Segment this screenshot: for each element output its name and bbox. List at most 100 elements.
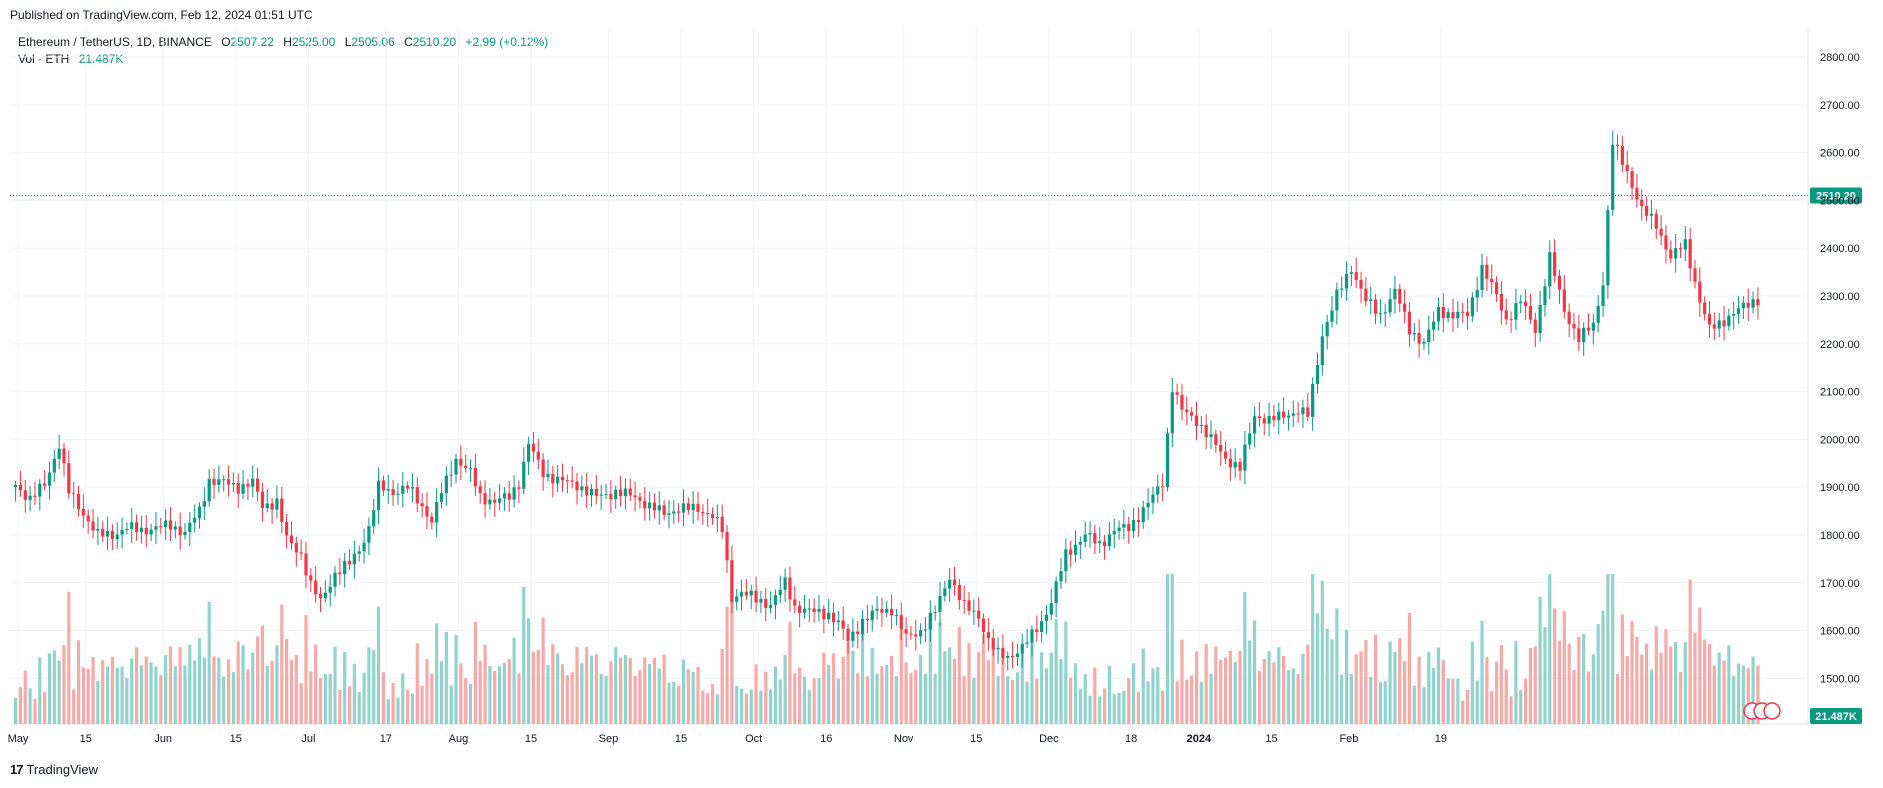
candle-body — [304, 553, 308, 576]
candle-body — [338, 572, 342, 575]
volume-bar — [241, 645, 245, 724]
candle-body — [1688, 239, 1692, 269]
candle-body — [657, 505, 661, 511]
candle-body — [1325, 321, 1329, 337]
volume-bar — [1282, 655, 1286, 724]
candle-body — [1311, 383, 1315, 417]
volume-bar — [1756, 665, 1760, 724]
volume-bar — [1098, 696, 1102, 724]
volume-bar — [72, 689, 76, 724]
candle-body — [768, 604, 773, 608]
volume-bar — [1494, 661, 1499, 724]
time-tick-label: 15 — [675, 733, 687, 745]
candle-body — [527, 444, 531, 462]
candle-body — [1591, 322, 1595, 331]
candle-body — [1088, 533, 1092, 535]
time-tick-label: Nov — [894, 733, 914, 745]
volume-label[interactable]: Vol · ETH — [18, 52, 70, 66]
candle-body — [57, 448, 61, 459]
candle-body — [1649, 213, 1654, 216]
volume-bar — [1635, 637, 1639, 724]
volume-bar — [1504, 669, 1508, 724]
volume-bar — [933, 673, 937, 724]
volume-bar — [1649, 669, 1654, 724]
volume-bar — [720, 648, 724, 724]
volume-bar — [677, 685, 681, 724]
volume-bar — [130, 658, 134, 724]
candle-body — [362, 542, 366, 552]
candle-body — [43, 483, 47, 486]
candle-body — [691, 503, 695, 511]
volume-bar — [309, 671, 313, 724]
volume-bar — [105, 666, 110, 724]
volume-bar — [1427, 652, 1431, 724]
candle-body — [1485, 264, 1489, 279]
candle-body — [1073, 544, 1078, 555]
candle-body — [822, 608, 826, 620]
volume-bar — [1398, 638, 1402, 724]
candle-body — [1257, 416, 1262, 419]
time-tick-label: Dec — [1039, 733, 1059, 745]
candle-body — [1427, 329, 1431, 343]
candle-body — [1049, 603, 1053, 615]
candle-body — [1015, 653, 1020, 657]
candle-body — [1315, 365, 1320, 384]
volume-bar — [1490, 690, 1494, 724]
volume-bar — [943, 651, 947, 724]
volume-bar — [807, 690, 811, 724]
close-value: 2510.20 — [412, 35, 457, 49]
candle-body — [1165, 433, 1170, 488]
candle-body — [47, 472, 52, 486]
volume-bar — [1577, 636, 1581, 724]
volume-bar — [299, 683, 303, 724]
volume-bar — [1741, 665, 1745, 724]
candle-body — [33, 495, 37, 497]
candle-body — [1674, 248, 1678, 259]
volume-bar — [618, 657, 623, 724]
volume-bar — [1373, 634, 1378, 724]
volume-bar — [1340, 674, 1344, 724]
volume-bar — [923, 673, 928, 724]
candle-body — [1233, 462, 1237, 468]
volume-bar — [406, 689, 410, 724]
candle-body — [1369, 299, 1373, 302]
candle-body — [1180, 394, 1184, 410]
candle-body — [415, 487, 419, 504]
volume-bar — [1403, 661, 1407, 724]
volume-bar — [948, 647, 952, 724]
candle-body — [144, 527, 148, 535]
candle-body — [1722, 320, 1726, 327]
candle-body — [1654, 213, 1658, 229]
candle-body — [1732, 313, 1736, 316]
candle-body — [439, 493, 444, 502]
tradingview-logo[interactable]: 17 TradingView — [10, 762, 98, 777]
price-tick-label: 2200.00 — [1820, 339, 1860, 351]
candle-body — [173, 526, 177, 530]
volume-bar — [996, 675, 1000, 724]
price-tick-label: 2300.00 — [1820, 291, 1860, 303]
volume-bar — [735, 685, 739, 724]
candle-body — [1359, 279, 1363, 289]
candle-body — [739, 591, 744, 597]
candle-body — [783, 577, 787, 590]
volume-bar — [144, 656, 148, 724]
volume-bar — [889, 655, 894, 724]
volume-bar — [1674, 641, 1678, 724]
candle-body — [594, 488, 598, 496]
candle-body — [236, 482, 240, 494]
volume-bar — [706, 693, 710, 724]
candle-body — [149, 529, 153, 535]
volume-bar — [478, 660, 482, 724]
volume-bar — [76, 640, 81, 724]
volume-bar — [657, 668, 661, 724]
candle-body — [1136, 519, 1141, 523]
price-tick-label: 1500.00 — [1820, 673, 1860, 685]
volume-bar — [493, 670, 497, 724]
candle-body — [178, 526, 182, 536]
volume-bar — [1088, 695, 1092, 724]
volume-bar — [420, 685, 424, 724]
candle-body — [1107, 534, 1111, 547]
low-label: L — [344, 35, 352, 49]
volume-bar — [396, 697, 400, 724]
